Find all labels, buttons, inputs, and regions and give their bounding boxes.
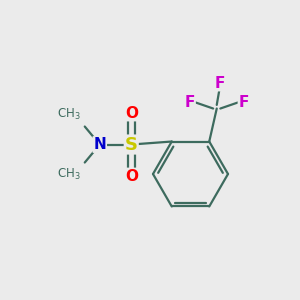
Text: F: F	[238, 95, 249, 110]
Text: CH$_3$: CH$_3$	[57, 107, 80, 122]
Text: O: O	[125, 169, 138, 184]
Text: F: F	[214, 76, 225, 91]
Text: F: F	[184, 95, 195, 110]
Text: O: O	[125, 106, 138, 121]
Text: S: S	[125, 136, 138, 154]
Text: N: N	[93, 137, 106, 152]
Text: CH$_3$: CH$_3$	[57, 167, 80, 182]
